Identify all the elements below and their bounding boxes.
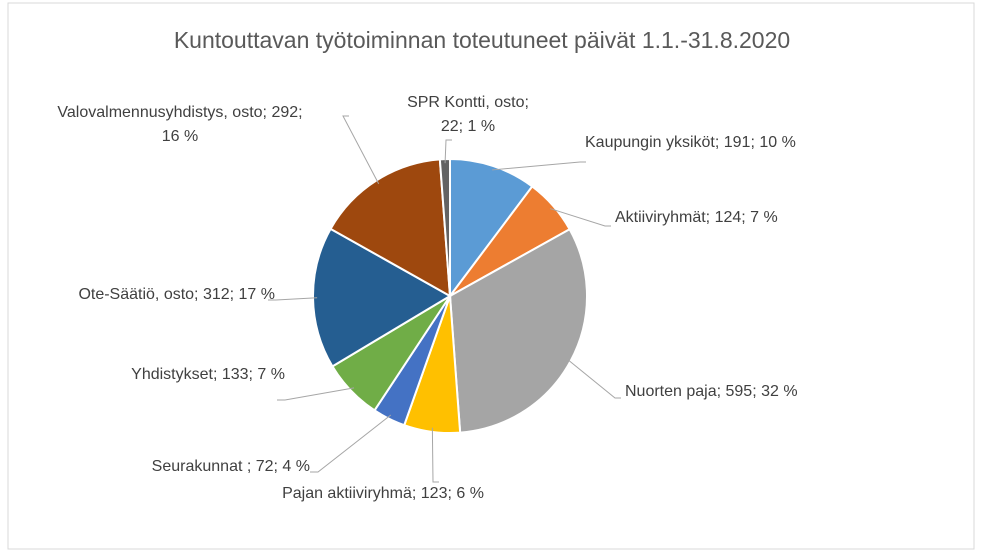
data-label: Valovalmennusyhdistys, osto; 292; 16 %: [57, 104, 302, 145]
data-label: Yhdistykset; 133; 7 %: [131, 366, 285, 383]
data-label: Nuorten paja; 595; 32 %: [625, 383, 798, 400]
data-label: Aktiiviryhmät; 124; 7 %: [615, 209, 778, 226]
pie-slice: [449, 157, 534, 299]
label-line: SPR Kontti, osto;: [407, 94, 529, 111]
leader-line: [444, 139, 452, 164]
label-line: 16 %: [162, 128, 198, 145]
data-label: Seurakunnat ; 72; 4 %: [152, 458, 310, 475]
pie-slice: [448, 227, 588, 434]
leader-line: [310, 414, 392, 473]
leader-line: [566, 358, 621, 399]
leader-line: [549, 208, 611, 227]
leader-line: [491, 161, 586, 171]
leader-line: [268, 297, 318, 301]
data-label: Kaupungin yksiköt; 191; 10 %: [585, 134, 796, 151]
data-label: Ote-Säätiö, osto; 312; 17 %: [78, 286, 275, 303]
leader-line: [431, 427, 439, 483]
chart-title: Kuntouttavan työtoiminnan toteutuneet pä…: [174, 27, 790, 53]
label-line: 22; 1 %: [441, 118, 495, 135]
data-label: Pajan aktiiviryhmä; 123; 6 %: [282, 485, 484, 502]
label-line: Valovalmennusyhdistys, osto; 292;: [57, 104, 302, 121]
data-label: SPR Kontti, osto; 22; 1 %: [407, 94, 529, 135]
leader-line: [342, 115, 380, 185]
leader-line: [277, 387, 355, 401]
